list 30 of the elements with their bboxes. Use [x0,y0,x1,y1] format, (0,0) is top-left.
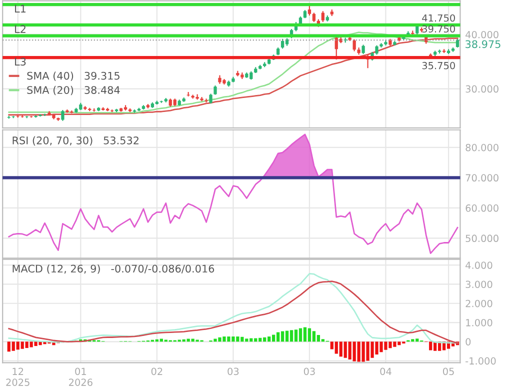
x-tick-label: 02 [151,368,162,376]
y-tick-label: 50.000 [466,234,498,242]
ref-line-label: L3 [15,58,26,66]
x-tick-label: 05 [442,368,454,376]
chart-title: MACD (12, 26, 9) -0.070/-0.086/0.016 [12,264,214,274]
y-tick-label: 80.000 [466,144,498,152]
legend-label: SMA (20) 38.484 [27,86,120,96]
y-tick-label: 0 [466,338,471,346]
y-tick-label: 70.000 [466,174,498,182]
y-tick-label: 4.000 [466,262,492,269]
annotation: 35.750 [422,62,455,70]
ref-line-label: 38.975 [466,40,500,48]
text: RSI (20, 70, 30) 53.532 [12,136,138,146]
y-tick-label: 40.000 [466,30,498,38]
annotation: 39.750 [422,25,455,33]
ref-line-label: L2 [15,25,26,33]
x-tick-label: 12 2025 [6,368,30,386]
y-tick-label: 30.000 [466,85,498,93]
x-tick-label: 03 [304,368,315,376]
x-tick-label: 01 2026 [69,368,92,386]
y-tick-label: 1.000 [466,318,492,326]
x-tick-label: 03 [228,368,239,376]
y-tick-label: -1.000 [466,357,496,365]
ref-line-label: L1 [15,4,26,12]
legend-label: SMA (40) 39.315 [27,72,120,81]
y-tick-label: 60.000 [466,204,498,212]
y-tick-label: 3.000 [466,280,492,288]
y-tick-label: 2.000 [466,300,492,308]
annotation: 41.750 [422,14,455,22]
x-tick-label: 04 [380,368,392,376]
